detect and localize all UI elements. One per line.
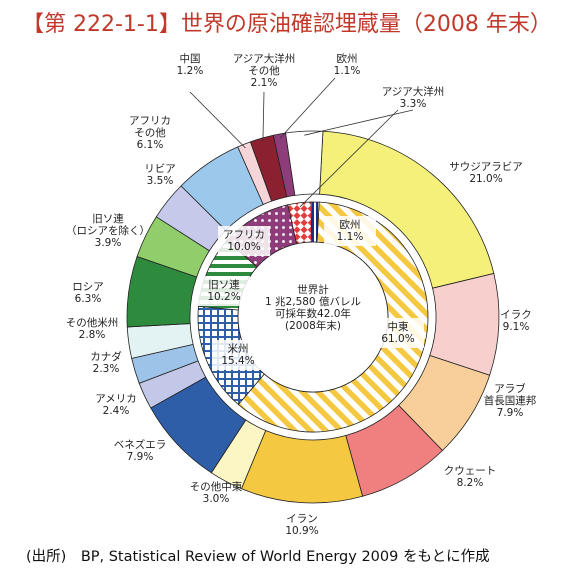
outer-label-ロシア: ロシア 6.3% [72, 281, 104, 305]
outer-slice-アジア大洋州 [285, 130, 324, 196]
leader-line-inner-asia [299, 109, 399, 208]
outer-label-クウェート: クウェート 8.2% [444, 465, 497, 489]
leader-lines [189, 77, 414, 208]
outer-label-中国: 中国 1.2% [177, 52, 204, 77]
outer-label-アメリカ: アメリカ 2.4% [95, 393, 136, 417]
center-label: 世界計 1 兆2,580 億バレル可採年数42.0年(2008年末) [265, 283, 361, 332]
outer-label-欧州: 欧州 1.1% [334, 53, 361, 77]
source-note: (出所) BP, Statistical Review of World Ene… [26, 549, 490, 565]
outer-label-イラン: イラン 10.9% [285, 513, 318, 537]
outer-label-カナダ: カナダ 2.3% [90, 350, 122, 375]
leader-line-欧州 [279, 77, 336, 139]
outer-label-サウジアラビア: サウジアラビア 21.0% [449, 161, 523, 185]
outer-label-旧ソ連-ロシアを除く: 旧ソ連（ロシアを除く） 3.9% [66, 212, 150, 249]
inner-label-欧州: 欧州 1.1% [337, 219, 364, 243]
inner-label-bg-アフリカ [218, 226, 270, 256]
outer-label-ベネズエラ: ベネズエラ 7.9% [114, 438, 167, 463]
inner-label-bg-欧州 [324, 216, 376, 246]
outer-label-イラク: イラク 9.1% [500, 309, 532, 333]
inner-label-bg-米州 [212, 340, 264, 370]
outer-label-その他米州: その他米州 2.8% [66, 316, 119, 341]
inner-label-中東: 中東 61.0% [381, 320, 414, 345]
leader-line-中国 [189, 91, 246, 149]
inner-label-bg-中東 [372, 318, 424, 348]
outer-label-アフリカ-その他: アフリカその他 6.1% [129, 115, 171, 151]
center-hole [237, 241, 389, 393]
outer-label-アジア大洋州: アジア大洋州 3.3% [382, 85, 445, 110]
outer-label-アラブ-首長国連邦: アラブ首長国連邦 7.9% [484, 382, 537, 419]
center-text: 世界計 1 兆2,580 億バレル可採年数42.0年(2008年末) [265, 283, 361, 332]
inner-label-アフリカ: アフリカ 10.0% [223, 229, 265, 253]
outer-label-その他中東: その他中東 3.0% [190, 480, 243, 505]
inner-label-bg-旧ソ連 [198, 276, 250, 306]
leader-line-アジア大洋州-その他 [262, 91, 265, 143]
outer-label-アジア大洋州-その他: アジア大洋州その他 2.1% [233, 52, 296, 89]
page-title: 【第 222-1-1】世界の原油確認埋蔵量（2008 年末） [22, 12, 552, 37]
inner-label-旧ソ連: 旧ソ連 10.2% [207, 278, 240, 303]
outer-label-リビア: リビア 3.5% [144, 163, 176, 187]
leader-line-アジア大洋州 [304, 109, 414, 136]
inner-label-米州: 米州 15.4% [221, 342, 254, 367]
slice-labels: サウジアラビア 21.0% イラク 9.1% アラブ首長国連邦 7.9% クウェート 8.2%… [66, 52, 537, 537]
